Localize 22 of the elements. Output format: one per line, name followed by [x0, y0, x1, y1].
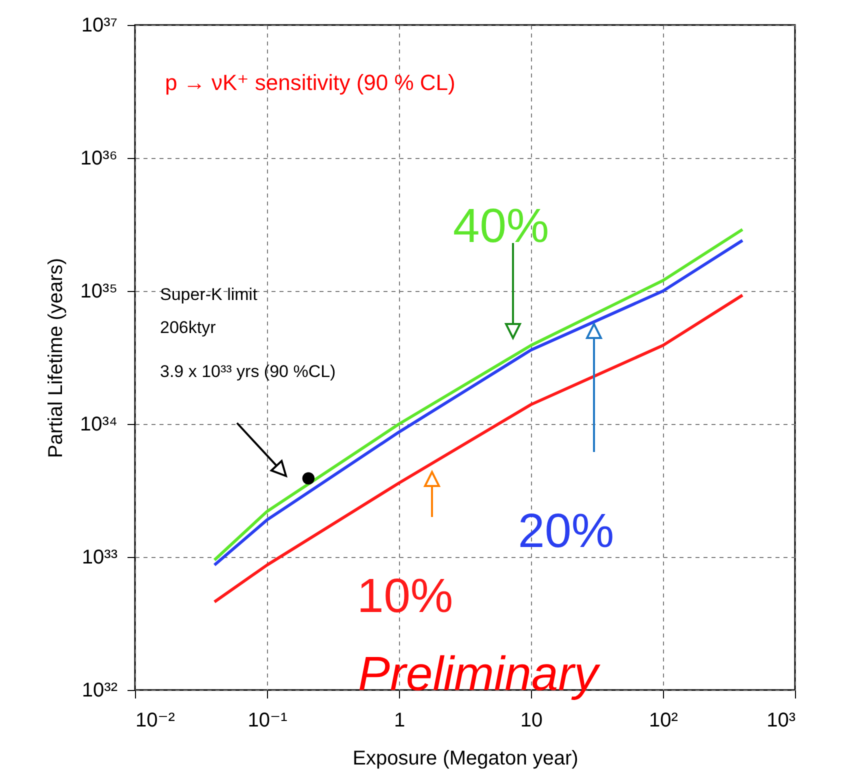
x-tick-label: 10³ [766, 710, 796, 732]
y-tick-label: 10³³ [82, 546, 118, 568]
x-axis-title: Exposure (Megaton year) [352, 748, 578, 770]
x-tick-label: 10⁻¹ [248, 710, 288, 732]
series-label: 40% [453, 200, 550, 253]
annotation: 3.9 x 10³³ yrs (90 %CL) [160, 362, 336, 381]
y-tick-label: 10³⁵ [80, 280, 118, 302]
y-tick-label: 10³⁴ [80, 414, 118, 436]
text: 20% [518, 505, 614, 558]
annotation: Preliminary [358, 648, 602, 701]
series-label: 10% [357, 570, 454, 623]
y-tick-label: 10³⁶ [80, 148, 118, 170]
annotation: Super-K limit [160, 285, 258, 304]
y-tick-label: 10³² [82, 680, 118, 702]
y-tick-label: 10³⁷ [81, 14, 118, 36]
x-tick-label: 10⁻² [136, 710, 176, 732]
x-tick-label: 1 [394, 710, 406, 732]
x-tick-label: 10² [649, 710, 678, 732]
annotation: 206ktyr [160, 318, 216, 337]
text: p → νK⁺ sensitivity (90 % CL) [165, 70, 456, 95]
x-tick-label: 10 [520, 710, 543, 732]
y-axis-title: Partial Lifetime (years) [45, 258, 67, 458]
